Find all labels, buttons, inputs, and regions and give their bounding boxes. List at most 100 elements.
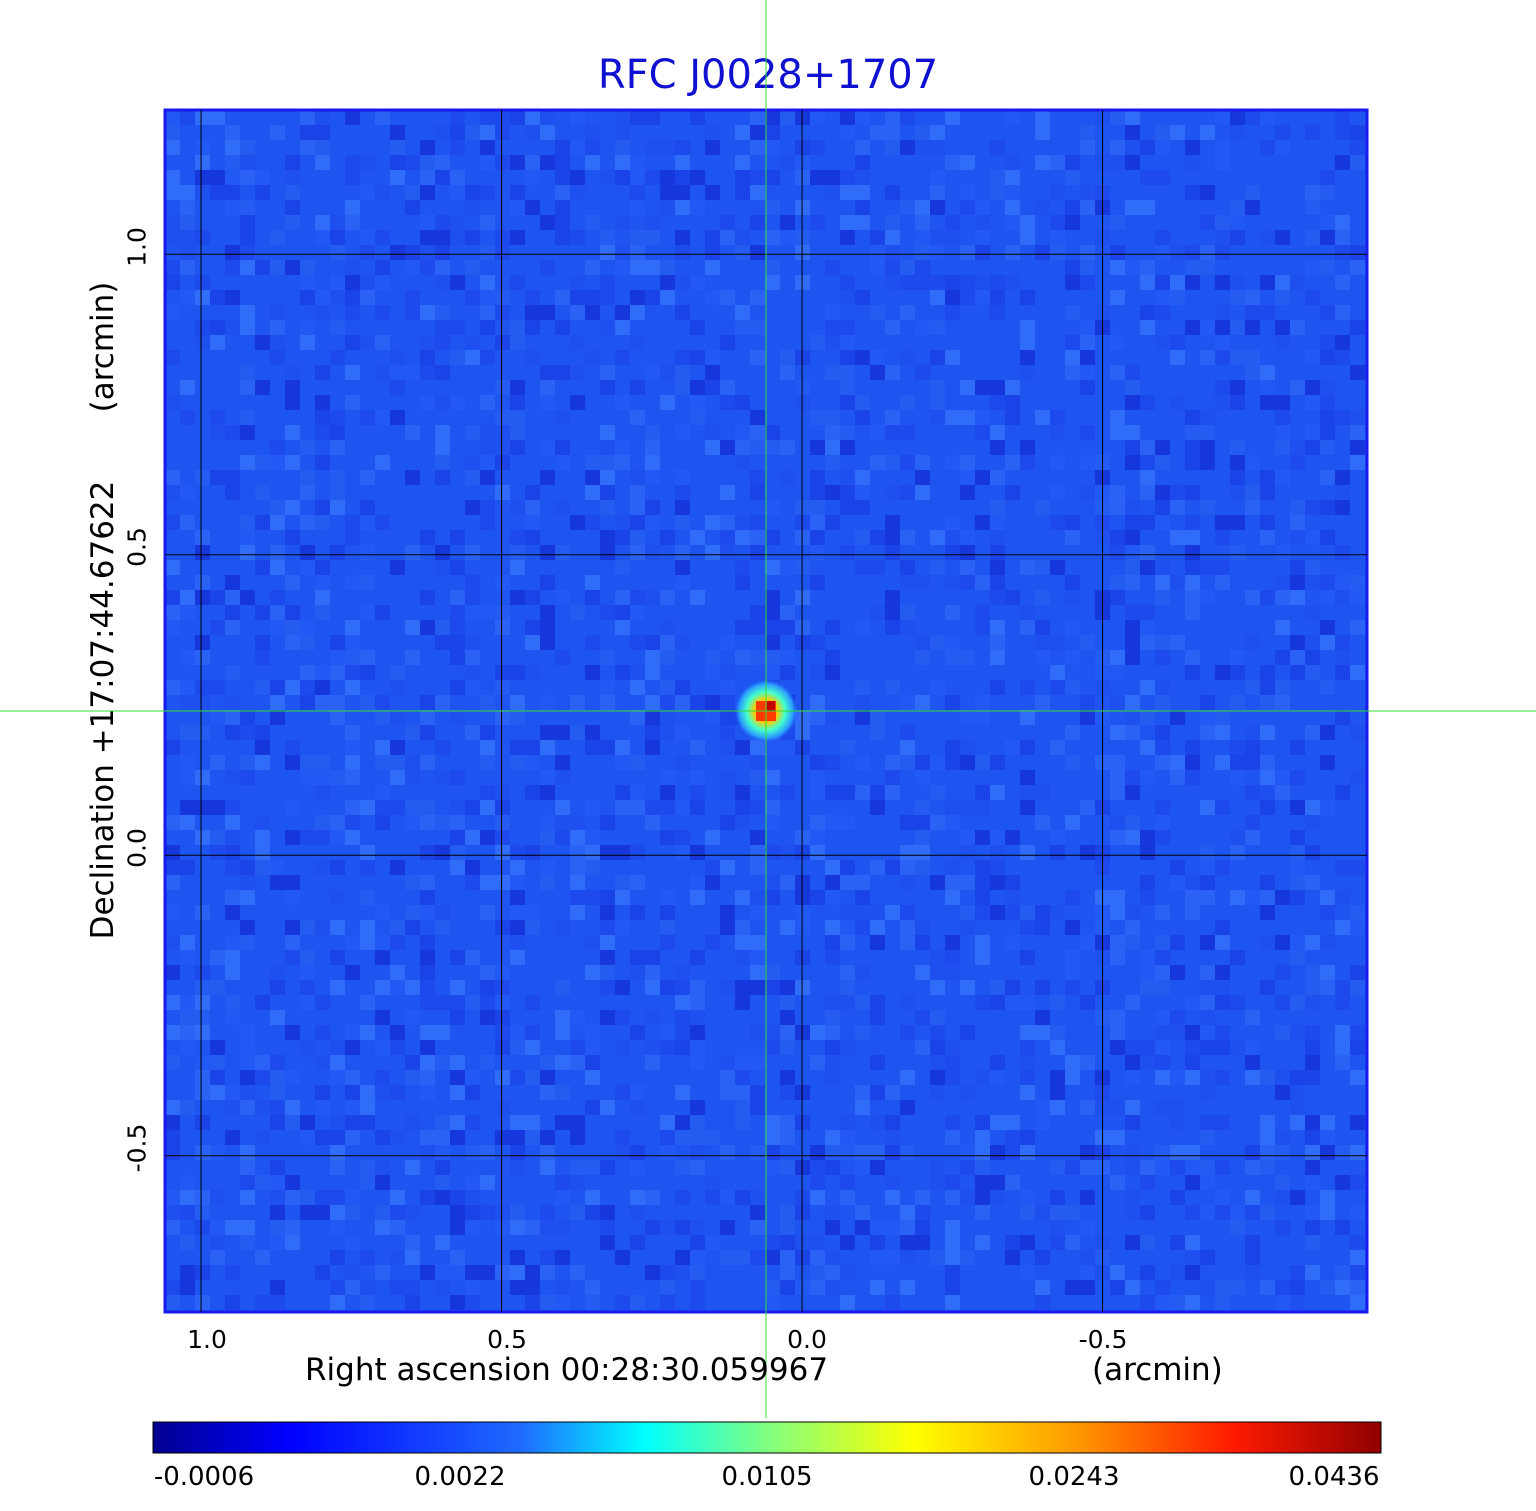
noise-pixel bbox=[210, 710, 225, 725]
noise-pixel bbox=[720, 785, 735, 800]
noise-pixel bbox=[555, 770, 570, 785]
noise-pixel bbox=[360, 470, 375, 485]
noise-pixel bbox=[180, 200, 195, 215]
noise-pixel bbox=[765, 275, 780, 290]
noise-pixel bbox=[630, 800, 645, 815]
noise-pixel bbox=[840, 1190, 855, 1205]
noise-pixel bbox=[525, 1130, 540, 1145]
noise-pixel bbox=[660, 785, 675, 800]
noise-pixel bbox=[915, 755, 930, 770]
noise-pixel bbox=[1005, 410, 1020, 425]
noise-pixel bbox=[450, 800, 465, 815]
noise-pixel bbox=[975, 905, 990, 920]
noise-pixel bbox=[675, 470, 690, 485]
noise-pixel bbox=[735, 980, 750, 995]
noise-pixel bbox=[615, 1145, 630, 1160]
noise-pixel bbox=[285, 260, 300, 275]
noise-pixel bbox=[1200, 1175, 1215, 1190]
noise-pixel bbox=[855, 1205, 870, 1220]
noise-pixel bbox=[900, 275, 915, 290]
noise-pixel bbox=[510, 935, 525, 950]
noise-pixel bbox=[375, 785, 390, 800]
noise-pixel bbox=[840, 170, 855, 185]
noise-pixel bbox=[540, 1160, 555, 1175]
noise-pixel bbox=[1185, 1205, 1200, 1220]
noise-pixel bbox=[420, 800, 435, 815]
noise-pixel bbox=[1035, 1025, 1050, 1040]
noise-pixel bbox=[1035, 635, 1050, 650]
noise-pixel bbox=[750, 1250, 765, 1265]
noise-pixel bbox=[600, 950, 615, 965]
noise-pixel bbox=[180, 290, 195, 305]
noise-pixel bbox=[510, 335, 525, 350]
noise-pixel bbox=[855, 755, 870, 770]
noise-pixel bbox=[165, 905, 180, 920]
noise-pixel bbox=[750, 605, 765, 620]
noise-pixel bbox=[540, 1265, 555, 1280]
noise-pixel bbox=[975, 575, 990, 590]
noise-pixel bbox=[1065, 965, 1080, 980]
noise-pixel bbox=[735, 935, 750, 950]
noise-pixel bbox=[975, 515, 990, 530]
noise-pixel bbox=[945, 305, 960, 320]
noise-pixel bbox=[225, 995, 240, 1010]
noise-pixel bbox=[825, 815, 840, 830]
noise-pixel bbox=[945, 290, 960, 305]
noise-pixel bbox=[1305, 1040, 1320, 1055]
noise-pixel bbox=[510, 275, 525, 290]
noise-pixel bbox=[420, 590, 435, 605]
noise-pixel bbox=[705, 875, 720, 890]
noise-pixel bbox=[1320, 1115, 1335, 1130]
noise-pixel bbox=[690, 800, 705, 815]
noise-pixel bbox=[1305, 350, 1320, 365]
noise-pixel bbox=[300, 980, 315, 995]
noise-pixel bbox=[1215, 1115, 1230, 1130]
noise-pixel bbox=[735, 125, 750, 140]
noise-pixel bbox=[1305, 800, 1320, 815]
noise-pixel bbox=[1155, 1100, 1170, 1115]
noise-pixel bbox=[225, 425, 240, 440]
noise-pixel bbox=[330, 830, 345, 845]
noise-pixel bbox=[705, 1175, 720, 1190]
noise-pixel bbox=[570, 860, 585, 875]
noise-pixel bbox=[630, 410, 645, 425]
noise-pixel bbox=[735, 560, 750, 575]
noise-pixel bbox=[630, 905, 645, 920]
noise-pixel bbox=[435, 275, 450, 290]
noise-pixel bbox=[885, 185, 900, 200]
noise-pixel bbox=[1155, 575, 1170, 590]
noise-pixel bbox=[465, 1220, 480, 1235]
noise-pixel bbox=[540, 575, 555, 590]
noise-pixel bbox=[510, 200, 525, 215]
noise-pixel bbox=[720, 215, 735, 230]
noise-pixel bbox=[840, 1235, 855, 1250]
noise-pixel bbox=[405, 815, 420, 830]
noise-pixel bbox=[420, 245, 435, 260]
noise-pixel bbox=[1170, 1010, 1185, 1025]
noise-pixel bbox=[450, 395, 465, 410]
noise-pixel bbox=[600, 695, 615, 710]
noise-pixel bbox=[1245, 1205, 1260, 1220]
noise-pixel bbox=[810, 440, 825, 455]
noise-pixel bbox=[900, 1025, 915, 1040]
noise-pixel bbox=[585, 305, 600, 320]
noise-pixel bbox=[1140, 830, 1155, 845]
noise-pixel bbox=[615, 890, 630, 905]
noise-pixel bbox=[1290, 830, 1305, 845]
noise-pixel bbox=[630, 380, 645, 395]
noise-pixel bbox=[480, 245, 495, 260]
noise-pixel bbox=[825, 320, 840, 335]
noise-pixel bbox=[465, 500, 480, 515]
noise-pixel bbox=[1110, 155, 1125, 170]
noise-pixel bbox=[270, 1070, 285, 1085]
noise-pixel bbox=[870, 1115, 885, 1130]
noise-pixel bbox=[885, 755, 900, 770]
noise-pixel bbox=[510, 1040, 525, 1055]
noise-pixel bbox=[465, 830, 480, 845]
noise-pixel bbox=[1320, 965, 1335, 980]
noise-pixel bbox=[570, 1040, 585, 1055]
noise-pixel bbox=[1155, 635, 1170, 650]
noise-pixel bbox=[585, 1025, 600, 1040]
noise-pixel bbox=[375, 740, 390, 755]
noise-pixel bbox=[585, 260, 600, 275]
